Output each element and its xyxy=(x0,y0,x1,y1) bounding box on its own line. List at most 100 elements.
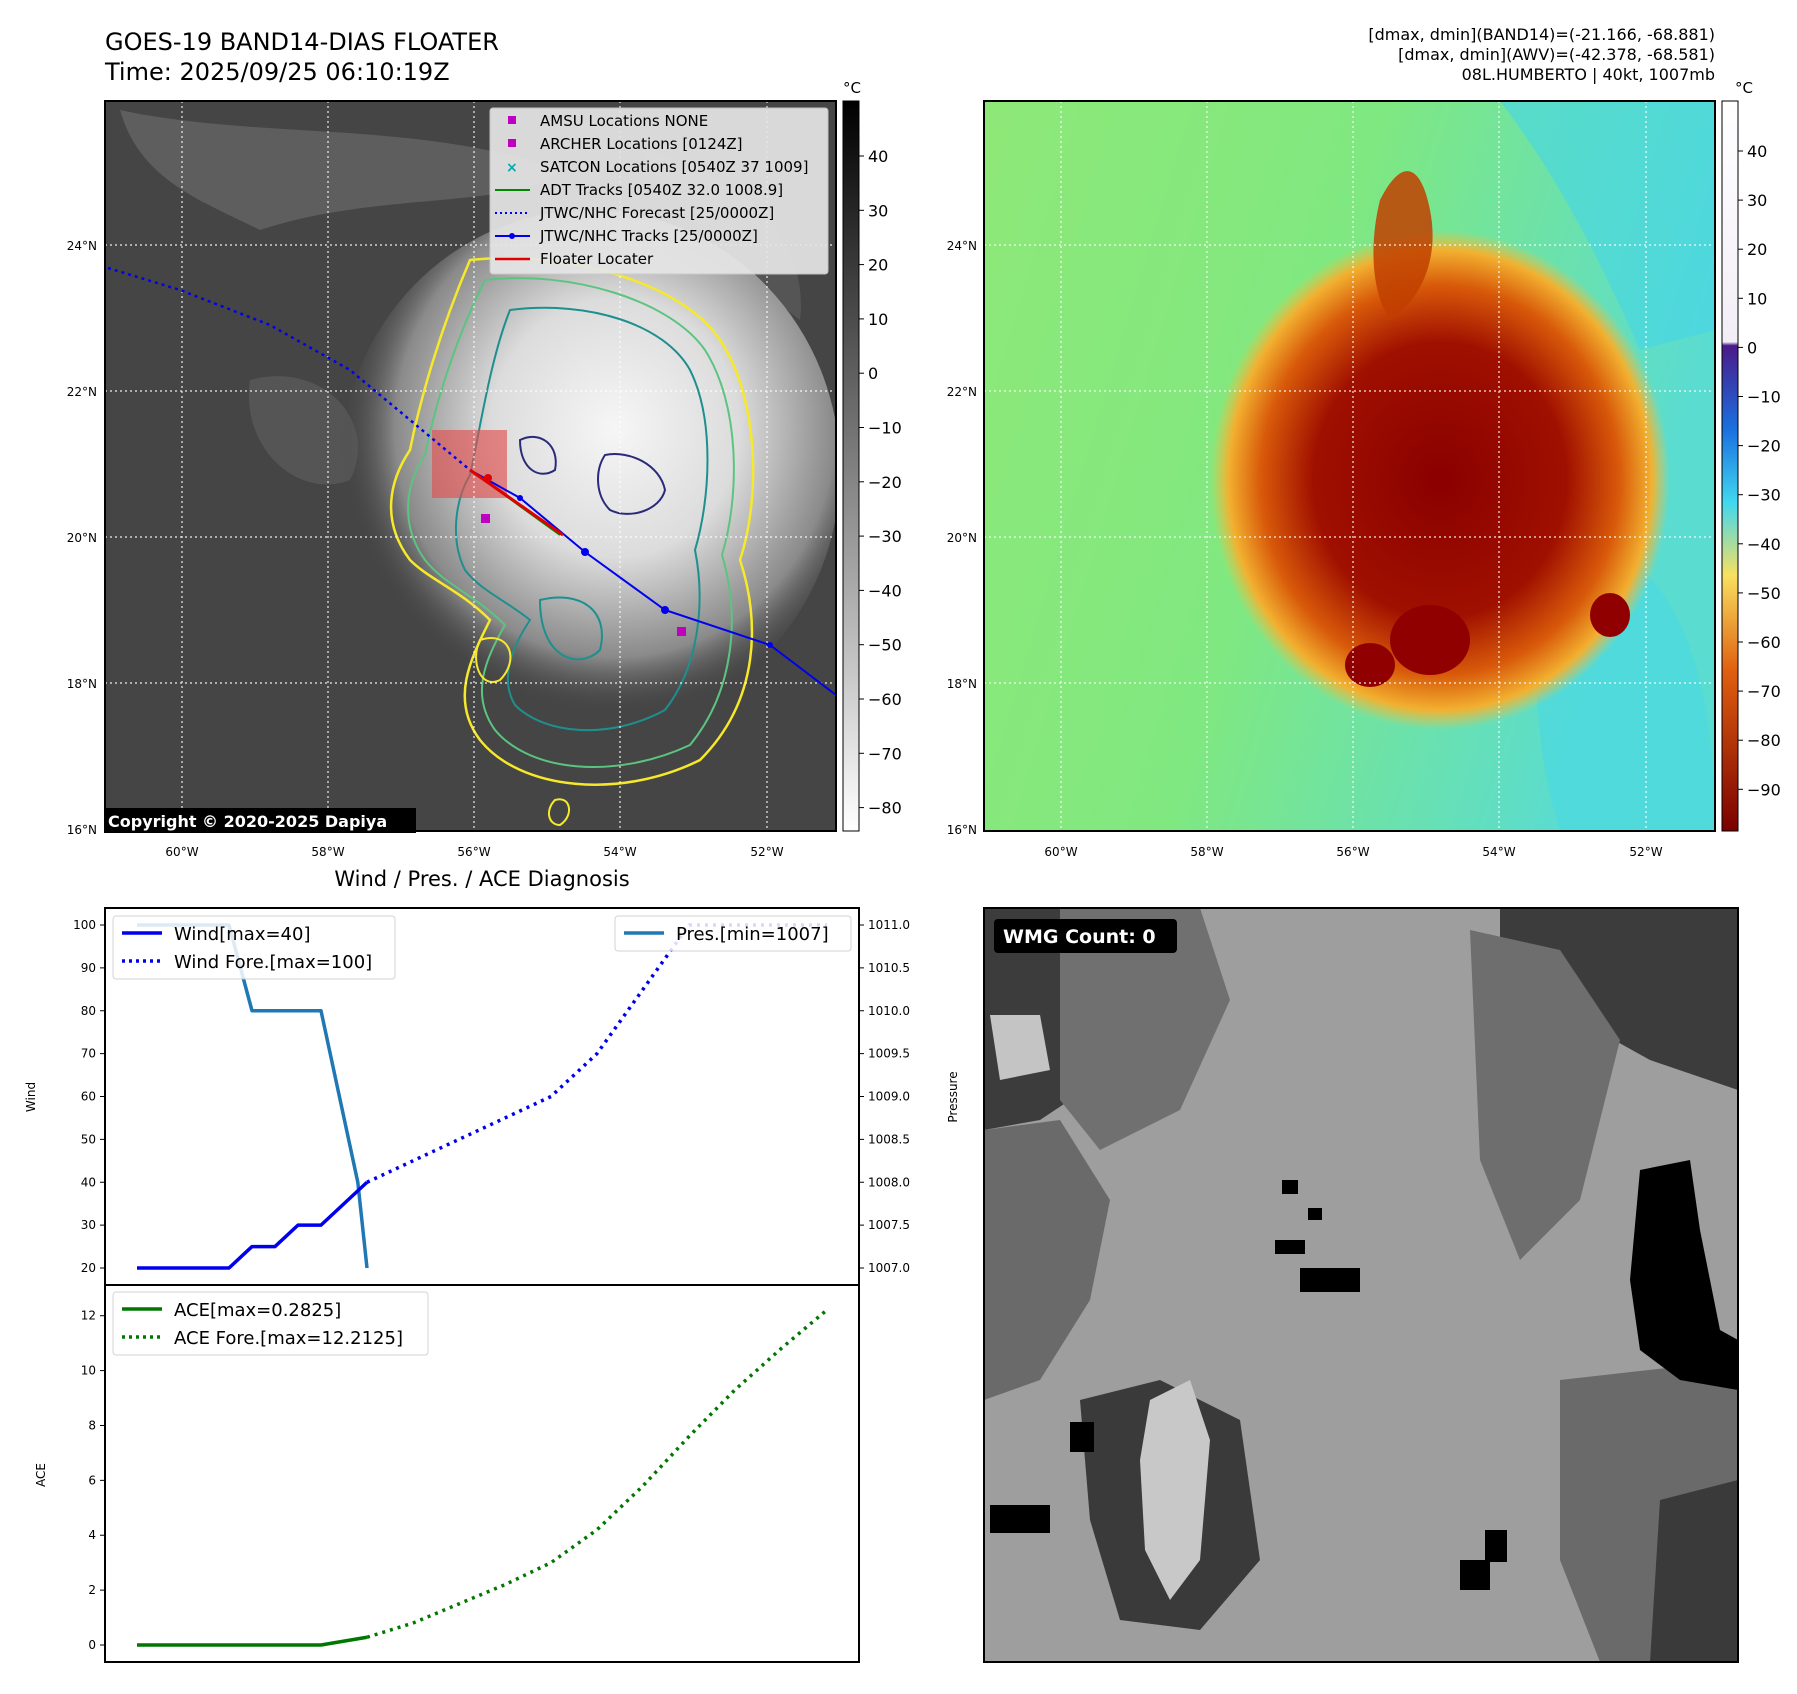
ir-colorbar-unit: °C xyxy=(843,79,861,97)
wind-tick-label: 100 xyxy=(73,918,96,932)
pressure-y-ticks: 1011.0 1010.5 1010.0 1009.5 1009.0 1008.5 1008… xyxy=(859,918,910,1275)
awv-colorbar-tick-label: −70 xyxy=(1747,682,1781,701)
jtwc-track-points xyxy=(517,495,773,648)
lat-label: 16°N xyxy=(67,823,97,837)
awv-colorbar-tick-label: 40 xyxy=(1747,142,1767,161)
awv-colorbar-tick-label: 30 xyxy=(1747,191,1767,210)
ace-axis-label: ACE xyxy=(34,1463,48,1487)
pressure-tick-label: 1009.0 xyxy=(868,1090,910,1104)
contour-navy xyxy=(597,453,667,515)
pressure-tick-label: 1008.5 xyxy=(868,1132,910,1146)
ace-series-lines xyxy=(137,1308,829,1647)
wmg-count-box xyxy=(994,919,1177,953)
wind-tick-label: 20 xyxy=(81,1261,96,1275)
wind-tick-label: 60 xyxy=(81,1090,96,1104)
contour-green xyxy=(407,277,735,768)
ir-colorbar-tick-label: 30 xyxy=(868,201,888,220)
legend-label: Floater Locater xyxy=(540,250,654,268)
lat-label: 24°N xyxy=(947,239,977,253)
diagnosis-title: Wind / Pres. / ACE Diagnosis xyxy=(334,867,629,891)
info-band14: [dmax, dmin](BAND14)=(-21.166, -68.881) xyxy=(1368,25,1715,44)
lat-label: 22°N xyxy=(947,385,977,399)
legend-label: ADT Tracks [0540Z 32.0 1008.9] xyxy=(540,181,783,199)
wmg-frame xyxy=(983,907,1739,1663)
wmg-mid-nw xyxy=(1060,908,1230,1150)
pressure-tick-label: 1009.5 xyxy=(868,1047,910,1061)
wind-tick-label: 30 xyxy=(81,1218,96,1232)
awv-colorbar-tick-label: −90 xyxy=(1747,780,1781,799)
lat-label: 18°N xyxy=(67,677,97,691)
awv-colorbar-tick-label: −60 xyxy=(1747,633,1781,652)
ace-tick-label: 8 xyxy=(88,1418,96,1432)
ir-colorbar-tick-label: 40 xyxy=(868,147,888,166)
wind-legend: Wind[max=40] Wind Fore.[max=100] xyxy=(112,915,396,980)
legend-box xyxy=(489,107,829,275)
ace-tick-label: 10 xyxy=(81,1364,96,1378)
square-marker-icon xyxy=(508,139,516,147)
wind-fore-legend-label: Wind Fore.[max=100] xyxy=(174,952,372,973)
wind-legend-label: Wind[max=40] xyxy=(174,924,311,945)
contour-teal-2 xyxy=(538,596,603,661)
wind-line xyxy=(137,1180,369,1270)
wind-tick-label: 50 xyxy=(81,1132,96,1146)
lat-label: 22°N xyxy=(67,385,97,399)
ace-legend: ACE[max=0.2825] ACE Fore.[max=12.2125] xyxy=(112,1291,429,1356)
awv-colorbar-tick-label: −80 xyxy=(1747,731,1781,750)
pressure-tick-label: 1010.0 xyxy=(868,1004,910,1018)
awv-colorbar-ticks: 40 30 20 10 0 −10 −20 −30 −40 −50 −60 −70 −80 −90 xyxy=(1738,142,1781,799)
ir-cirrus xyxy=(120,110,560,230)
lon-label: 60°W xyxy=(165,845,198,859)
ace-line xyxy=(137,1635,368,1647)
ir-lon-labels: 60°W 58°W 56°W 54°W 52°W xyxy=(165,845,783,859)
awv-colorbar-tick-label: −40 xyxy=(1747,535,1781,554)
ir-frame xyxy=(104,100,837,832)
ir-colorbar-tick-label: 10 xyxy=(868,310,888,329)
lon-label: 52°W xyxy=(750,845,783,859)
ir-colorbar-tick-label: 20 xyxy=(868,256,888,275)
legend-label: ARCHER Locations [0124Z] xyxy=(540,135,743,153)
ir-colorbar-scale xyxy=(842,100,860,832)
awv-colorbar-tick-label: −30 xyxy=(1747,486,1781,505)
wmg-dark-se xyxy=(1650,1480,1738,1662)
wind-tick-label: 70 xyxy=(81,1047,96,1061)
lon-label: 56°W xyxy=(457,845,490,859)
awv-colorbar-unit: °C xyxy=(1735,79,1753,97)
awv-map-panel xyxy=(984,101,1715,831)
legend-label: JTWC/NHC Tracks [25/0000Z] xyxy=(539,227,758,245)
ir-colorbar-tick-label: −50 xyxy=(868,636,902,655)
ace-chart: ACE 12 10 8 6 4 2 0 ACE[max=0.2825] ACE Fore.[… xyxy=(34,1284,860,1663)
line-dot-icon-marker xyxy=(509,233,515,239)
lon-label: 58°W xyxy=(311,845,344,859)
wmg-mid-w xyxy=(984,1120,1110,1400)
lat-label: 18°N xyxy=(947,677,977,691)
ace-tick-label: 2 xyxy=(88,1583,96,1597)
wmg-black-cell-8 xyxy=(1485,1530,1507,1562)
awv-colorbar-tick-label: 0 xyxy=(1747,338,1757,357)
legend-label: JTWC/NHC Forecast [25/0000Z] xyxy=(539,204,774,222)
ace-forecast-line xyxy=(366,1308,829,1639)
copyright-text: Copyright © 2020-2025 Dapiya xyxy=(108,812,387,831)
awv-colorbar-tick-label: −10 xyxy=(1747,388,1781,407)
ir-colorbar-ticks: 40 30 20 10 0 −10 −20 −30 −40 −50 −60 −70 −80 xyxy=(859,147,902,818)
lon-label: 58°W xyxy=(1190,845,1223,859)
square-marker-icon xyxy=(508,116,516,124)
awv-cell-2 xyxy=(1345,643,1395,687)
pressure-tick-label: 1007.5 xyxy=(868,1218,910,1232)
ace-legend-box xyxy=(112,1291,429,1356)
pressure-legend-label: Pres.[min=1007] xyxy=(676,924,829,945)
awv-lon-labels: 60°W 58°W 56°W 54°W 52°W xyxy=(1044,845,1662,859)
awv-storm xyxy=(1210,230,1670,730)
contour-yellow xyxy=(389,256,755,786)
ir-lat-labels: 24°N 22°N 20°N 18°N 16°N xyxy=(67,239,97,837)
lat-label: 20°N xyxy=(67,531,97,545)
ir-colorbar-tick-label: −40 xyxy=(868,581,902,600)
ace-tick-label: 0 xyxy=(88,1638,96,1652)
legend-label: SATCON Locations [0540Z 37 1009] xyxy=(540,158,808,176)
legend-label: AMSU Locations NONE xyxy=(540,112,708,130)
ir-colorbar-tick-label: 0 xyxy=(868,364,878,383)
wind-tick-label: 80 xyxy=(81,1004,96,1018)
ace-tick-label: 4 xyxy=(88,1528,96,1542)
floater-locater-point xyxy=(484,474,492,482)
pressure-tick-label: 1011.0 xyxy=(868,918,910,932)
